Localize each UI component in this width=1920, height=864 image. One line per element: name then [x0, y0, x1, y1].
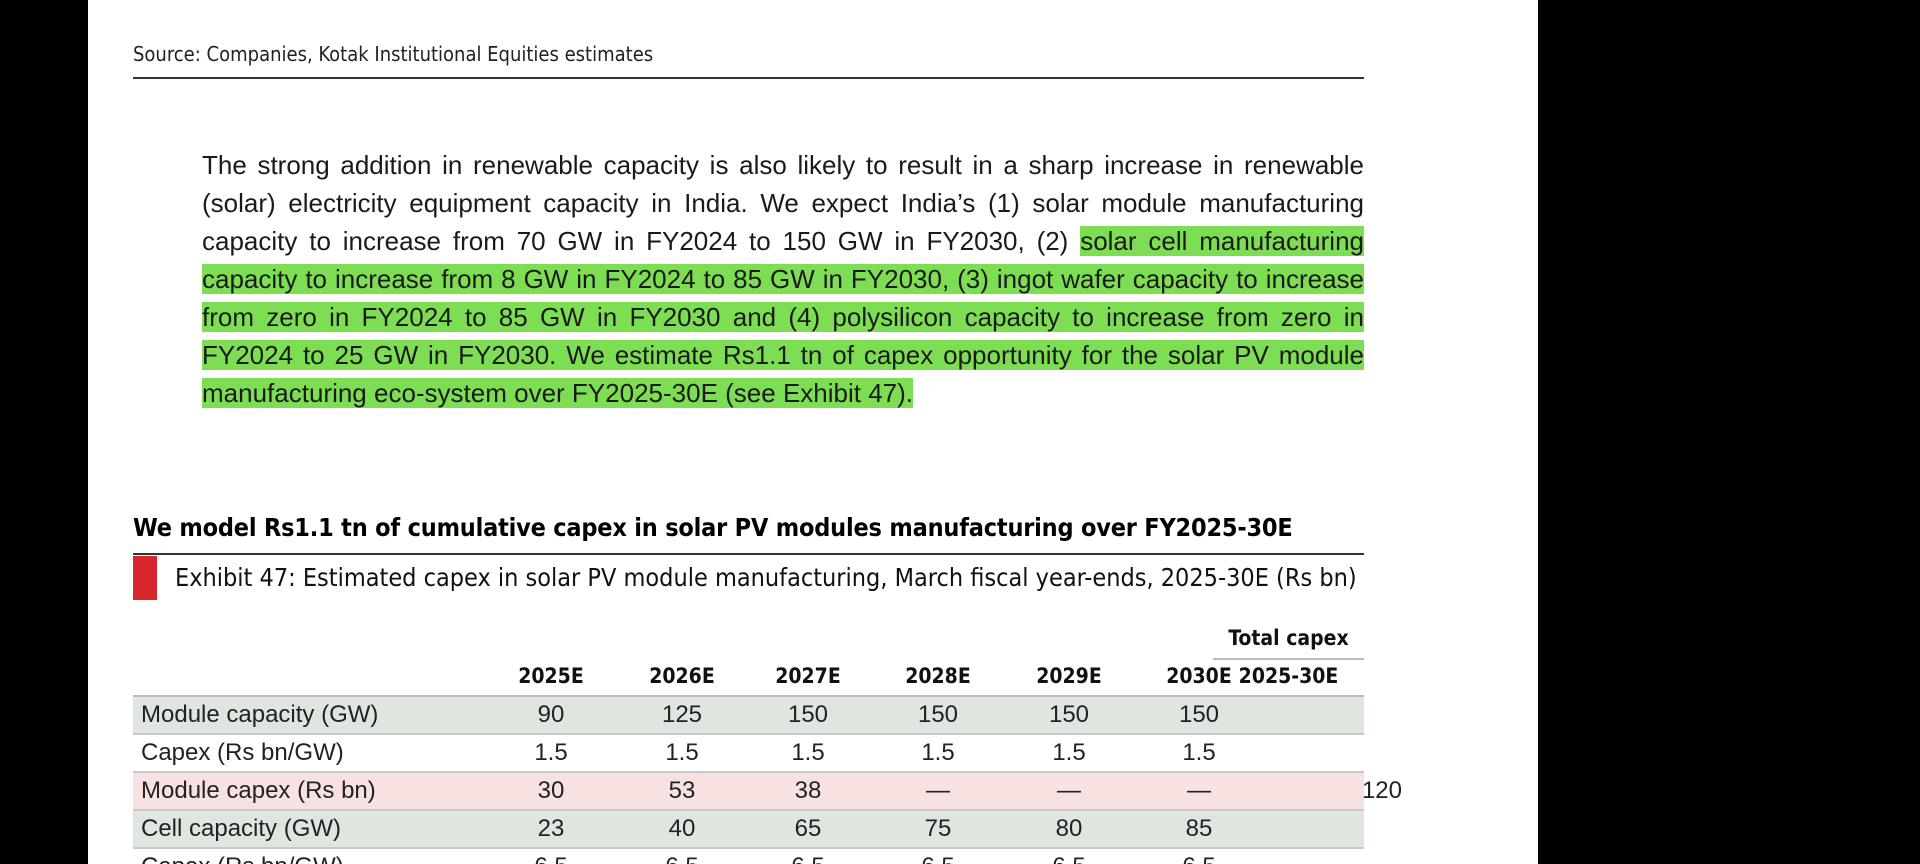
table-cell: 1.5 [1052, 739, 1086, 766]
total-capex-header: Total capex [1228, 626, 1349, 650]
table-cell: 53 [668, 777, 696, 804]
column-header: 2027E [775, 664, 841, 688]
table-cell: 1.5 [665, 739, 699, 766]
row-label: Capex (Rs bn/GW) [141, 853, 344, 864]
table-cell: 38 [794, 777, 822, 804]
divider [1213, 658, 1364, 660]
table-cell: 150 [787, 701, 829, 728]
table-row: Cell capacity (GW) 23 40 65 75 80 85 [133, 811, 1364, 849]
column-header: 2028E [905, 664, 971, 688]
table-cell: 75 [924, 815, 952, 842]
table-cell: 1.5 [1182, 739, 1216, 766]
table-cell: 1.5 [534, 739, 568, 766]
table-row: Capex (Rs bn/GW) 6.5 6.5 6.5 6.5 6.5 6.5 [133, 849, 1364, 864]
column-header: 2026E [649, 664, 715, 688]
exhibit-title: Exhibit 47: Estimated capex in solar PV … [175, 563, 1357, 592]
table-cell: 6.5 [883, 853, 993, 864]
table-cell: — [1057, 777, 1081, 804]
document-page: Source: Companies, Kotak Institutional E… [88, 0, 1538, 864]
column-header: 2030E [1166, 664, 1232, 688]
table-row: Module capex (Rs bn) 30 53 38 — — — 120 [133, 773, 1402, 811]
column-header: 2029E [1036, 664, 1102, 688]
column-header: 2025E [518, 664, 584, 688]
table-cell: 90 [537, 701, 565, 728]
table-cell: 150 [1178, 701, 1220, 728]
row-label: Capex (Rs bn/GW) [141, 739, 344, 766]
table-cell: — [1187, 777, 1211, 804]
table-cell: 6.5 [627, 853, 737, 864]
row-label: Cell capacity (GW) [141, 815, 342, 842]
table-cell: 65 [794, 815, 822, 842]
row-label: Module capacity (GW) [141, 701, 379, 728]
table-cell: 40 [668, 815, 696, 842]
table-cell: 6.5 [753, 853, 863, 864]
row-label: Module capex (Rs bn) [141, 777, 376, 804]
table-cell: 150 [1048, 701, 1090, 728]
table-cell: — [926, 777, 950, 804]
table-cell: 125 [661, 701, 703, 728]
table-cell: 6.5 [496, 853, 606, 864]
source-note: Source: Companies, Kotak Institutional E… [133, 42, 654, 66]
section-title: We model Rs1.1 tn of cumulative capex in… [133, 513, 1293, 542]
table-cell: 6.5 [1144, 853, 1254, 864]
table-row: Module capacity (GW) 90 125 150 150 150 150 [133, 697, 1364, 735]
table-cell: 6.5 [1014, 853, 1124, 864]
divider [133, 695, 1364, 697]
table-cell: 80 [1055, 815, 1083, 842]
table-cell: 1.5 [791, 739, 825, 766]
table-cell: 85 [1185, 815, 1213, 842]
table-cell: 23 [537, 815, 565, 842]
total-capex-period-header: 2025-30E [1238, 664, 1339, 688]
body-paragraph: The strong addition in renewable capacit… [202, 146, 1364, 412]
divider [133, 77, 1364, 79]
table-cell: 30 [537, 777, 565, 804]
table-row: Capex (Rs bn/GW) 1.5 1.5 1.5 1.5 1.5 1.5 [133, 735, 1364, 773]
total-cell: 120 [1361, 777, 1402, 804]
table-cell: 1.5 [921, 739, 955, 766]
table-cell: 150 [917, 701, 959, 728]
paragraph-text: The strong addition in renewable capacit… [202, 150, 1364, 256]
divider [133, 553, 1364, 555]
exhibit-marker [133, 556, 157, 600]
